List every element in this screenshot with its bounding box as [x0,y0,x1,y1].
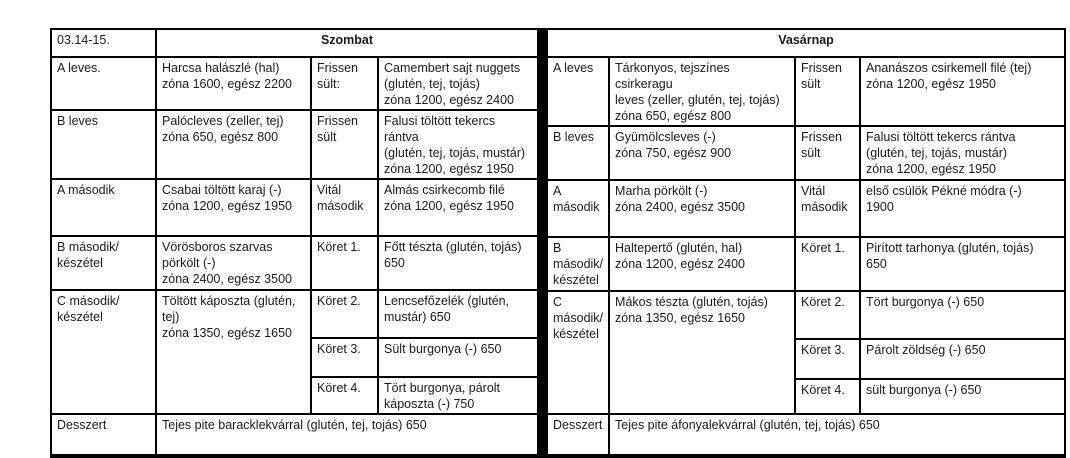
header-row: Vasárnap [545,27,1067,59]
garnish-label-cell: Köret 3. [310,337,379,378]
garnish-dish-cell: Tört burgonya (-) 650 [859,290,1067,341]
course-label-cell: B második/ készétel [50,235,157,291]
sub-dish-cell: első csülök Pékné módra (-) 1900 [859,178,1067,238]
menu-table-szombat: 03.14-15. Szombat A leves. Harcsa halász… [50,28,539,458]
table-row: A második Csabai töltött karaj (-) zóna … [50,178,539,237]
garnish-dish-cell: Sült burgonya (-) 650 [377,337,539,378]
menu-table-vasarnap: Vasárnap A leves Tárkonyos, tejszínes cs… [545,27,1067,458]
table-row: B második/ készétel Vörösboros szarvas p… [50,235,539,291]
sub-course-label-cell: Frissen sült [794,56,862,128]
table-row: Köret 4. Tört burgonya, párolt káposzta … [51,376,539,415]
main-dish-cell: Palócleves (zeller, tej) zóna 650, egész… [155,109,312,180]
sub-course-label-cell: Vitál második [794,178,862,238]
course-label-cell: A leves. [50,56,157,111]
day-divider [539,28,546,458]
table-row: A második Marha pörkölt (-) zóna 2400, e… [545,178,1067,238]
main-dish-cell: Marha pörkölt (-) zóna 2400, egész 3500 [608,178,797,238]
dessert-dish-cell: Tejes pite baracklekvárral (glutén, tej,… [155,413,539,457]
main-dish-cell: Harcsa halászlé (hal) zóna 1600, egész 2… [155,56,312,111]
main-dish-cell: Vörösboros szarvas pörkölt (-) zóna 2400… [155,235,312,291]
garnish-dish-cell: Lencsefőzelék (glutén, mustár) 650 [377,289,539,339]
table-row: B leves Gyümölcsleves (-) zóna 750, egés… [545,125,1067,181]
main-dish-cell: Mákos tészta (glutén, tojás) zóna 1350, … [608,290,797,415]
dessert-row: Desszert Tejes pite áfonyalekvárral (glu… [545,412,1067,458]
garnish-label-cell: Köret 2. [310,289,379,339]
course-label-cell: A második [50,178,157,237]
dessert-row: Desszert Tejes pite baracklekvárral (glu… [50,413,539,457]
sub-dish-cell: Falusi töltött tekercs rántva (glutén, t… [859,125,1067,181]
course-label-cell: C második/ készétel [50,289,157,415]
sub-course-label-cell: Köret 1. [310,235,379,291]
table-row: Köret 3. Sült burgonya (-) 650 [51,337,539,378]
table-row: C második/ készétel Mákos tészta (glutén… [545,290,1067,415]
course-label-cell: B leves [545,125,611,181]
course-label-cell: B második/ készétel [545,235,611,293]
course-label-cell: C második/ készétel [545,290,611,415]
garnish-label-cell: Köret 4. [794,377,862,415]
sub-course-label-cell: Köret 1. [794,235,862,293]
main-dish-cell: Gyümölcsleves (-) zóna 750, egész 900 [608,125,797,181]
main-dish-cell: Csabai töltött karaj (-) zóna 1200, egés… [155,178,312,237]
day-title-vasarnap: Vasárnap [545,27,1067,59]
garnish-label-cell: Köret 2. [794,290,862,341]
sub-course-label-cell: Vitál második [310,178,379,237]
sub-course-label-cell: Frissen sült: [310,56,379,111]
garnish-label-cell: Köret 3. [794,338,862,380]
course-label-cell: Desszert [545,412,611,458]
date-label: 03.14-15. [50,28,157,58]
day-title-szombat: Szombat [155,28,539,58]
garnish-dish-cell: Tört burgonya, párolt káposzta (-) 750 [377,376,539,415]
table-row: A leves Tárkonyos, tejszínes csirkeragu … [545,56,1067,128]
sub-course-label-cell: Frissen sült [310,109,379,180]
table-row: C második/ készétel Töltött káposzta (gl… [50,289,539,415]
table-row: B második/ készétel Haltepertő (glutén, … [545,235,1067,293]
garnish-dish-cell: sült burgonya (-) 650 [859,377,1067,415]
table-row: Köret 4. sült burgonya (-) 650 [547,377,1067,415]
sub-course-label-cell: Frissen sült [794,125,862,181]
course-label-cell: Desszert [50,413,157,457]
dessert-dish-cell: Tejes pite áfonyalekvárral (glutén, tej,… [608,412,1067,458]
sub-dish-cell: Főtt tészta (glutén, tojás) 650 [377,235,539,291]
sub-dish-cell: Camembert sajt nuggets (glutén, tej, toj… [377,56,539,111]
header-row: 03.14-15. Szombat [50,28,539,58]
table-row: B leves Palócleves (zeller, tej) zóna 65… [50,109,539,180]
sub-dish-cell: Falusi töltött tekercs rántva (glutén, t… [377,109,539,180]
sub-dish-cell: Pirított tarhonya (glutén, tojás) 650 [859,235,1067,293]
course-label-cell: A leves [545,56,611,128]
table-row: Köret 3. Párolt zöldség (-) 650 [547,338,1067,380]
main-dish-cell: Haltepertő (glutén, hal) zóna 1200, egés… [608,235,797,293]
course-label-cell: A második [545,178,611,238]
main-dish-cell: Tárkonyos, tejszínes csirkeragu leves (z… [608,56,797,128]
main-dish-cell: Töltött káposzta (glutén, tej) zóna 1350… [155,289,312,415]
course-label-cell: B leves [50,109,157,180]
garnish-label-cell: Köret 4. [310,376,379,415]
weekend-menu-sheet: 03.14-15. Szombat A leves. Harcsa halász… [50,27,1067,458]
table-row: A leves. Harcsa halászlé (hal) zóna 1600… [50,56,539,111]
garnish-dish-cell: Párolt zöldség (-) 650 [859,338,1067,380]
sub-dish-cell: Ananászos csirkemell filé (tej) zóna 120… [859,56,1067,128]
sub-dish-cell: Almás csirkecomb filé zóna 1200, egész 1… [377,178,539,237]
